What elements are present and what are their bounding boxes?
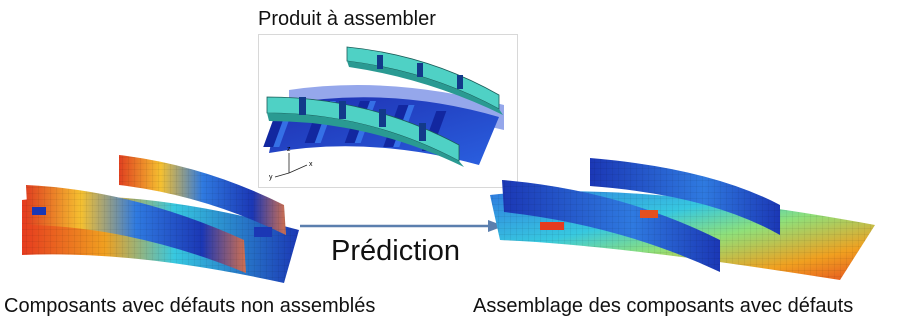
z-axis-label: z bbox=[287, 146, 291, 153]
product-to-assemble-image: z x y bbox=[258, 34, 518, 188]
prediction-label: Prédiction bbox=[331, 235, 460, 267]
components-with-defects-image bbox=[14, 145, 314, 295]
y-axis-label: y bbox=[269, 174, 273, 181]
assembled-components-image bbox=[480, 150, 898, 290]
right-caption: Assemblage des composants avec défauts bbox=[473, 295, 854, 317]
x-axis-label: x bbox=[309, 161, 313, 168]
prediction-arrow bbox=[300, 216, 505, 236]
product-title: Produit à assembler bbox=[258, 8, 436, 30]
left-caption: Composants avec défauts non assemblés bbox=[4, 295, 376, 317]
